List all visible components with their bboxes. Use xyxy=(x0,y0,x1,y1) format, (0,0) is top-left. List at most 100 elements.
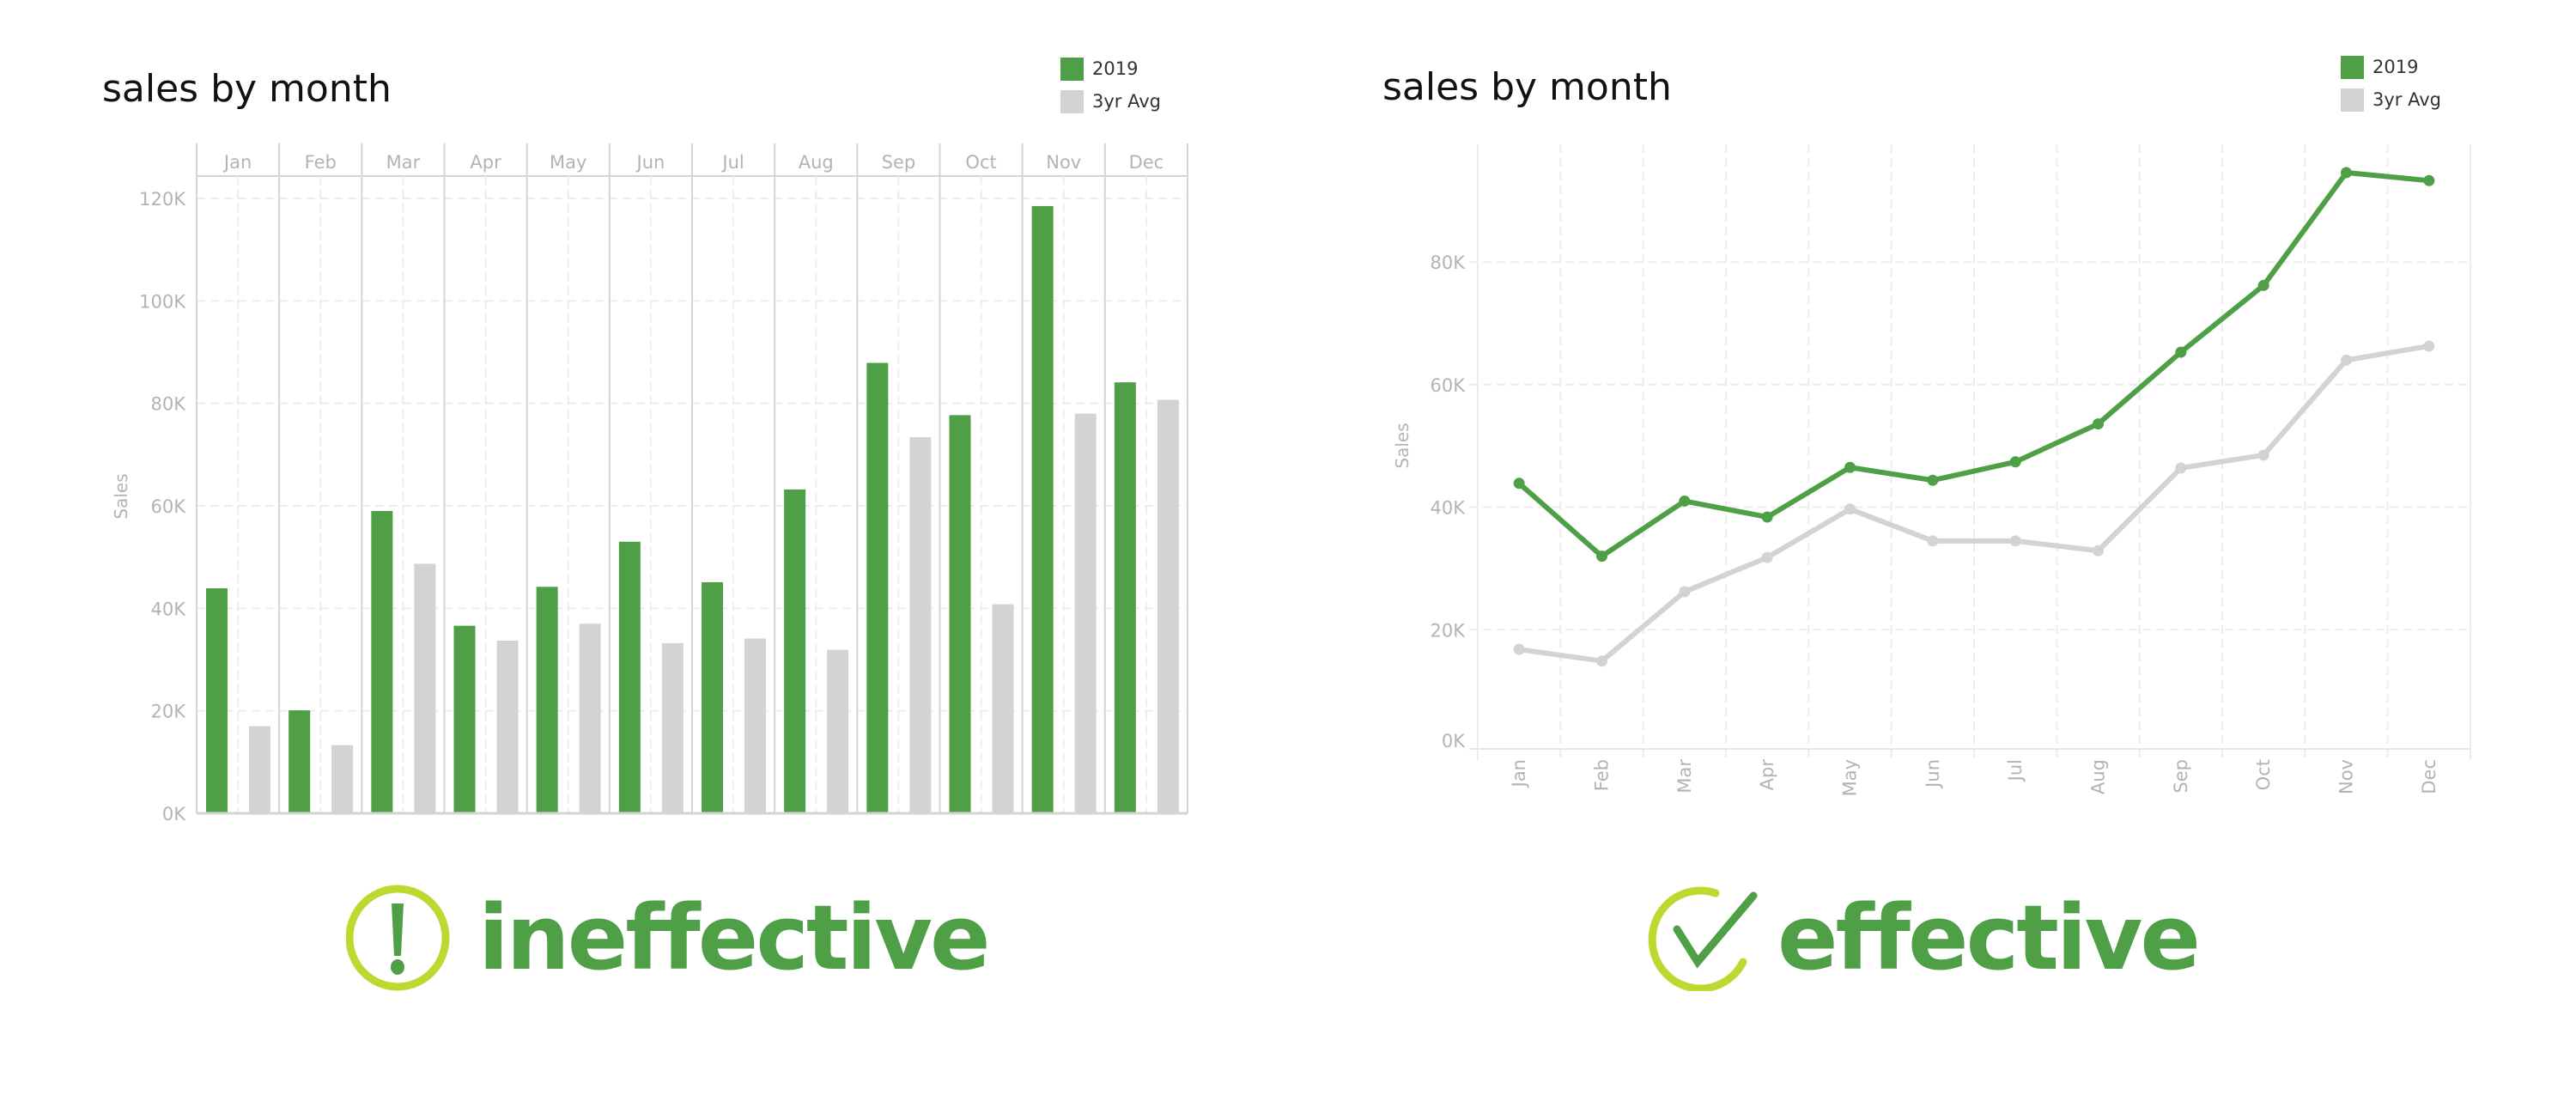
bar-2019-oct[interactable] xyxy=(949,415,971,813)
x-tick-label-jun: Jun xyxy=(1923,759,1943,789)
point-3yr-avg-aug[interactable] xyxy=(2093,544,2104,557)
x-tick-label-feb: Feb xyxy=(1592,759,1613,791)
point-2019-mar[interactable] xyxy=(1679,495,1691,507)
y-tick-label: 100K xyxy=(139,291,186,312)
point-2019-aug[interactable] xyxy=(2093,418,2104,430)
y-tick-label: 60K xyxy=(1431,375,1467,396)
point-2019-may[interactable] xyxy=(1844,461,1856,473)
month-header-apr: Apr xyxy=(470,152,501,173)
effective-label: effective xyxy=(1777,885,2201,990)
bar-3yr-avg-jun[interactable] xyxy=(661,642,683,813)
legend-item-2019[interactable]: 2019 xyxy=(1060,52,1161,85)
bar-2019-jan[interactable] xyxy=(206,588,228,813)
point-2019-dec[interactable] xyxy=(2423,174,2435,186)
legend-item-3yr-avg[interactable]: 3yr Avg xyxy=(1060,85,1161,118)
point-3yr-avg-jun[interactable] xyxy=(1927,535,1939,547)
month-header-jun: Jun xyxy=(635,152,665,173)
legend-label: 3yr Avg xyxy=(2372,89,2441,110)
checkmark-circle-icon xyxy=(1648,886,1758,991)
bar-2019-sep[interactable] xyxy=(866,362,889,813)
line-series-3yr-avg[interactable] xyxy=(1516,343,2432,664)
x-tick-label-mar: Mar xyxy=(1674,759,1695,794)
bar-2019-may[interactable] xyxy=(536,587,558,813)
left-legend: 2019 3yr Avg xyxy=(1060,52,1161,118)
bar-3yr-avg-nov[interactable] xyxy=(1074,413,1097,813)
bar-3yr-avg-jan[interactable] xyxy=(249,726,270,813)
bar-2019-jul[interactable] xyxy=(702,581,723,813)
legend-swatch-3yr-avg xyxy=(1060,89,1084,113)
bar-3yr-avg-mar[interactable] xyxy=(414,563,436,813)
bar-3yr-avg-apr[interactable] xyxy=(496,640,519,813)
month-header-may: May xyxy=(550,152,586,173)
bar-2019-aug[interactable] xyxy=(784,489,806,813)
bar-2019-nov[interactable] xyxy=(1031,205,1054,813)
y-tick-label: 40K xyxy=(151,599,187,619)
bar-2019-mar[interactable] xyxy=(371,510,393,813)
point-2019-jan[interactable] xyxy=(1513,478,1525,490)
ineffective-label: ineffective xyxy=(478,885,991,990)
point-3yr-avg-feb[interactable] xyxy=(1596,655,1607,667)
bar-3yr-avg-feb[interactable] xyxy=(331,745,354,813)
left-chart-title: sales by month xyxy=(102,67,392,111)
point-2019-jun[interactable] xyxy=(1927,474,1939,486)
legend-label: 2019 xyxy=(2372,57,2419,77)
month-header-jul: Jul xyxy=(720,152,744,173)
y-tick-label: 20K xyxy=(151,702,187,722)
x-tick-label-jan: Jan xyxy=(1509,759,1529,788)
point-2019-apr[interactable] xyxy=(1761,511,1773,523)
y-tick-label: 0K xyxy=(162,804,186,824)
month-header-aug: Aug xyxy=(799,152,834,173)
line-chart: 0K 20K 40K 60K 80K Sales Jan Feb Mar Apr May Jun Jul… xyxy=(1392,144,2471,796)
month-header-feb: Feb xyxy=(305,152,337,173)
bar-3yr-avg-jul[interactable] xyxy=(744,638,766,813)
y-axis-label: Sales xyxy=(1392,423,1413,468)
bar-3yr-avg-sep[interactable] xyxy=(909,437,932,813)
point-3yr-avg-dec[interactable] xyxy=(2423,340,2435,352)
point-3yr-avg-jan[interactable] xyxy=(1513,643,1525,655)
point-2019-sep[interactable] xyxy=(2175,346,2187,358)
bar-3yr-avg-dec[interactable] xyxy=(1157,399,1179,813)
point-2019-jul[interactable] xyxy=(2009,456,2021,468)
x-tick-label-jul: Jul xyxy=(2005,759,2026,782)
x-tick-label-apr: Apr xyxy=(1757,759,1777,791)
left-panel: sales by month 2019 3yr Avg 0K 20K 40K 60K 8… xyxy=(102,52,1188,991)
bar-2019-feb[interactable] xyxy=(289,710,311,813)
bar-3yr-avg-oct[interactable] xyxy=(992,604,1014,813)
month-header-dec: Dec xyxy=(1129,152,1164,173)
y-tick-label: 0K xyxy=(1442,731,1466,751)
point-3yr-avg-apr[interactable] xyxy=(1761,551,1773,563)
point-2019-feb[interactable] xyxy=(1596,551,1607,563)
x-tick-label-sep: Sep xyxy=(2171,759,2191,794)
bar-chart: 0K 20K 40K 60K 80K 100K 120K Sales Jan Feb Mar Apr M… xyxy=(111,143,1188,824)
y-tick-label: 40K xyxy=(1431,498,1467,519)
bar-3yr-avg-may[interactable] xyxy=(579,624,601,813)
legend-item-3yr-avg[interactable]: 3yr Avg xyxy=(2341,83,2441,116)
bar-2019-jun[interactable] xyxy=(618,541,641,813)
legend-item-2019[interactable]: 2019 xyxy=(2341,51,2441,83)
x-tick-label-oct: Oct xyxy=(2253,759,2274,790)
point-3yr-avg-nov[interactable] xyxy=(2341,354,2352,366)
x-tick-label-aug: Aug xyxy=(2088,759,2109,794)
point-3yr-avg-mar[interactable] xyxy=(1679,586,1691,598)
point-3yr-avg-may[interactable] xyxy=(1844,503,1856,515)
x-tick-label-may: May xyxy=(1840,759,1861,796)
x-tick-label-nov: Nov xyxy=(2336,759,2357,794)
point-2019-nov[interactable] xyxy=(2341,167,2352,179)
y-tick-label: 80K xyxy=(151,394,187,415)
line-series-2019[interactable] xyxy=(1516,170,2432,559)
y-tick-label: 20K xyxy=(1431,620,1467,641)
month-header-jan: Jan xyxy=(222,152,252,173)
x-tick-label-dec: Dec xyxy=(2419,759,2439,794)
month-header-nov: Nov xyxy=(1046,152,1081,173)
point-3yr-avg-oct[interactable] xyxy=(2257,449,2269,461)
point-3yr-avg-sep[interactable] xyxy=(2175,462,2187,474)
bar-2019-dec[interactable] xyxy=(1114,382,1136,813)
point-2019-oct[interactable] xyxy=(2257,279,2269,291)
legend-label: 2019 xyxy=(1092,58,1139,79)
bar-3yr-avg-aug[interactable] xyxy=(827,649,849,813)
y-tick-label: 80K xyxy=(1431,252,1467,273)
legend-swatch-3yr-avg xyxy=(2341,88,2364,112)
bar-2019-apr[interactable] xyxy=(453,625,476,813)
point-3yr-avg-jul[interactable] xyxy=(2009,535,2021,547)
exclamation-circle-icon xyxy=(346,885,450,991)
